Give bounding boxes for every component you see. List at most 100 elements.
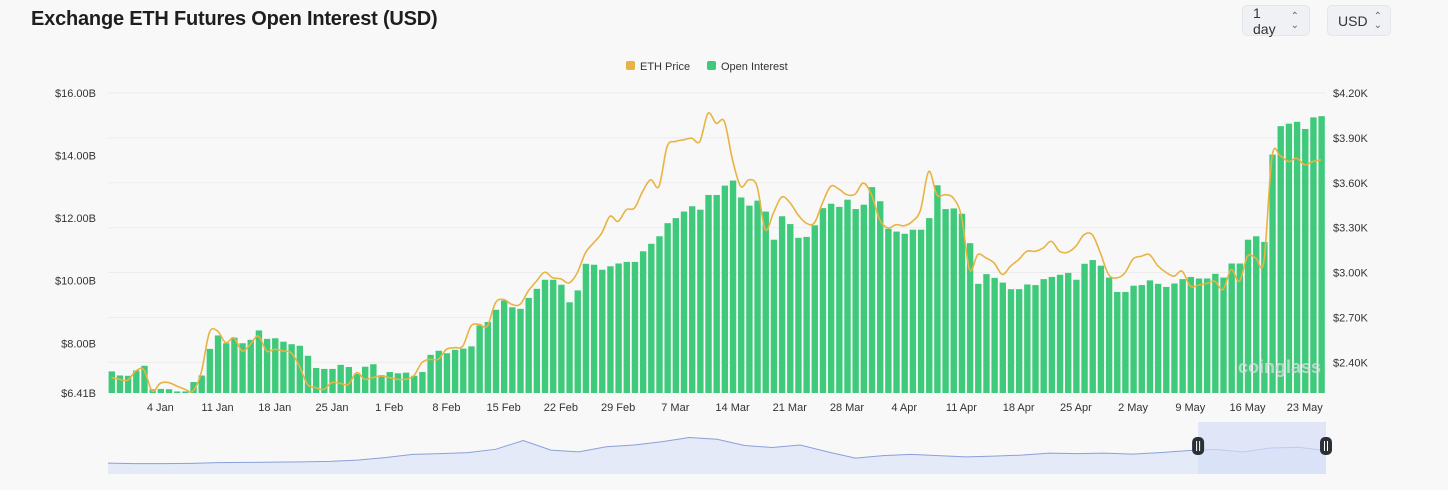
open-interest-bar[interactable] <box>411 375 418 393</box>
open-interest-bar[interactable] <box>999 282 1006 393</box>
open-interest-bar[interactable] <box>533 288 541 393</box>
open-interest-bar[interactable] <box>353 373 361 393</box>
open-interest-bar[interactable] <box>590 264 598 393</box>
open-interest-bar[interactable] <box>639 251 647 393</box>
open-interest-bar[interactable] <box>705 194 712 393</box>
open-interest-bar[interactable] <box>950 208 957 393</box>
open-interest-bar[interactable] <box>1269 154 1276 393</box>
open-interest-bar[interactable] <box>1073 279 1080 393</box>
open-interest-bar[interactable] <box>443 353 451 393</box>
open-interest-bar[interactable] <box>116 375 124 393</box>
open-interest-bar[interactable] <box>288 344 295 393</box>
open-interest-bar[interactable] <box>214 335 222 393</box>
open-interest-bar[interactable] <box>141 365 148 393</box>
open-interest-bar[interactable] <box>280 341 287 393</box>
open-interest-bar[interactable] <box>1032 285 1039 393</box>
open-interest-bar[interactable] <box>500 300 508 393</box>
open-interest-bar[interactable] <box>1244 239 1252 393</box>
open-interest-bar[interactable] <box>738 197 745 393</box>
open-interest-bar[interactable] <box>1007 289 1015 393</box>
open-interest-bar[interactable] <box>770 239 778 393</box>
open-interest-bar[interactable] <box>819 208 827 393</box>
open-interest-bar[interactable] <box>304 355 312 393</box>
open-interest-bar[interactable] <box>975 283 982 393</box>
legend-label-open-interest[interactable]: Open Interest <box>721 61 788 73</box>
open-interest-bar[interactable] <box>108 371 115 393</box>
open-interest-bar[interactable] <box>721 185 729 393</box>
open-interest-bar[interactable] <box>877 201 884 393</box>
open-interest-bar[interactable] <box>868 187 876 393</box>
open-interest-bar[interactable] <box>803 236 810 393</box>
open-interest-bar[interactable] <box>901 233 908 393</box>
open-interest-bar[interactable] <box>697 209 704 393</box>
open-interest-bar[interactable] <box>263 338 271 393</box>
currency-select[interactable]: USD ⌃ ⌄ <box>1327 5 1391 36</box>
open-interest-bar[interactable] <box>206 348 214 393</box>
open-interest-bar[interactable] <box>255 330 263 393</box>
open-interest-bar[interactable] <box>1040 279 1047 393</box>
open-interest-bar[interactable] <box>231 337 238 393</box>
open-interest-bar[interactable] <box>541 279 549 393</box>
open-interest-bar[interactable] <box>1065 272 1072 393</box>
open-interest-bar[interactable] <box>607 266 614 393</box>
open-interest-bar[interactable] <box>778 216 786 393</box>
open-interest-bar[interactable] <box>1163 286 1170 393</box>
open-interest-bar[interactable] <box>574 290 581 393</box>
open-interest-bar[interactable] <box>476 325 483 393</box>
open-interest-bar[interactable] <box>247 339 254 393</box>
open-interest-bar[interactable] <box>631 261 639 393</box>
open-interest-bar[interactable] <box>672 218 680 393</box>
open-interest-bar[interactable] <box>1203 278 1211 393</box>
open-interest-bar[interactable] <box>1146 280 1154 393</box>
open-interest-bar[interactable] <box>1261 241 1268 393</box>
open-interest-bar[interactable] <box>124 375 132 393</box>
open-interest-bar[interactable] <box>827 203 835 393</box>
drag-handle-icon[interactable] <box>1320 437 1332 455</box>
open-interest-bar[interactable] <box>860 204 868 393</box>
open-interest-bar[interactable] <box>1236 263 1244 393</box>
open-interest-bar[interactable] <box>468 346 475 393</box>
open-interest-bar[interactable] <box>1179 279 1186 393</box>
open-interest-bar[interactable] <box>1138 285 1145 393</box>
open-interest-bar[interactable] <box>345 367 353 393</box>
open-interest-bar[interactable] <box>599 269 606 393</box>
open-interest-bar[interactable] <box>312 367 320 393</box>
open-interest-bar[interactable] <box>517 308 524 393</box>
open-interest-bar[interactable] <box>983 274 990 393</box>
open-interest-bar[interactable] <box>1048 276 1056 393</box>
open-interest-bar[interactable] <box>1024 284 1031 393</box>
open-interest-bar[interactable] <box>1015 289 1023 393</box>
open-interest-bar[interactable] <box>909 229 917 393</box>
open-interest-bar[interactable] <box>525 297 532 393</box>
open-interest-bar[interactable] <box>762 211 769 393</box>
open-interest-bar[interactable] <box>1187 276 1195 393</box>
open-interest-bar[interactable] <box>1220 277 1227 393</box>
open-interest-bar[interactable] <box>419 372 426 393</box>
open-interest-bar[interactable] <box>844 199 851 393</box>
open-interest-bar[interactable] <box>1318 116 1325 394</box>
open-interest-bar[interactable] <box>1293 121 1301 394</box>
open-interest-bar[interactable] <box>615 263 622 393</box>
open-interest-bar[interactable] <box>386 372 393 393</box>
drag-handle-icon[interactable] <box>1192 437 1205 455</box>
open-interest-bar[interactable] <box>378 375 385 393</box>
open-interest-bar[interactable] <box>451 349 459 393</box>
open-interest-bar[interactable] <box>329 368 336 393</box>
open-interest-bar[interactable] <box>885 228 892 393</box>
open-interest-bar[interactable] <box>917 229 925 393</box>
open-interest-bar[interactable] <box>321 368 328 393</box>
open-interest-bar[interactable] <box>223 343 230 393</box>
open-interest-bar[interactable] <box>648 243 655 393</box>
open-interest-bar[interactable] <box>173 391 181 393</box>
open-interest-bar[interactable] <box>893 231 900 393</box>
open-interest-bar[interactable] <box>484 321 492 393</box>
open-interest-bar[interactable] <box>1081 263 1088 393</box>
open-interest-bar[interactable] <box>1212 273 1219 393</box>
open-interest-bar[interactable] <box>272 338 279 393</box>
open-interest-bar[interactable] <box>1097 265 1105 393</box>
open-interest-bar[interactable] <box>1195 278 1203 393</box>
open-interest-bar[interactable] <box>1130 285 1137 393</box>
open-interest-bar[interactable] <box>852 209 859 393</box>
open-interest-bar[interactable] <box>198 375 205 393</box>
open-interest-bar[interactable] <box>394 373 402 393</box>
